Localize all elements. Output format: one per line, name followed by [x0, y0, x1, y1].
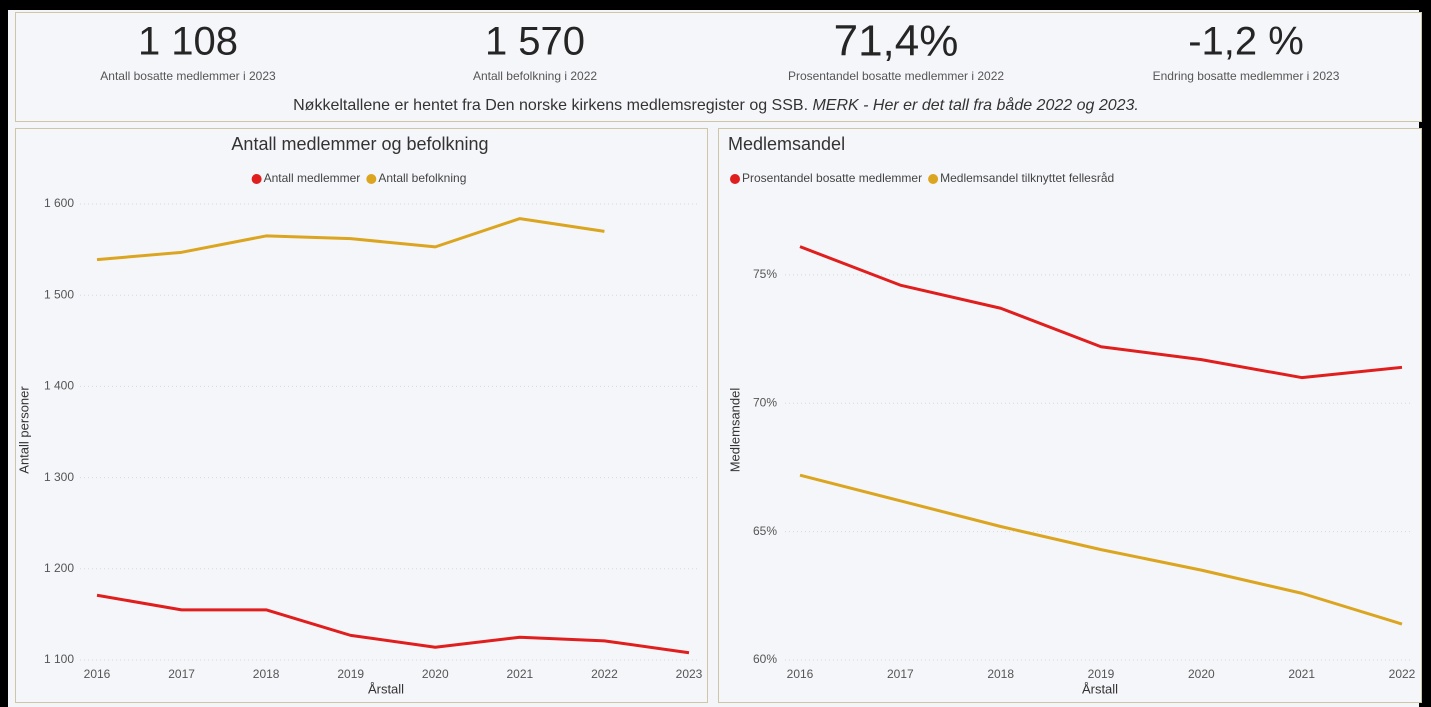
y-tick-label: 1 600 — [44, 196, 74, 210]
y-tick-label: 1 300 — [44, 470, 74, 484]
x-tick-label: 2022 — [591, 667, 618, 681]
x-tick-label: 2019 — [337, 667, 364, 681]
x-tick-label: 2021 — [507, 667, 534, 681]
x-tick-label: 2017 — [887, 667, 914, 681]
x-tick-label: 2023 — [676, 667, 703, 681]
legend-label: Prosentandel bosatte medlemmer — [742, 171, 922, 185]
x-tick-label: 2018 — [987, 667, 1014, 681]
kpi-value: 1 570 — [485, 20, 585, 64]
series-line — [799, 245, 1403, 380]
x-tick-label: 2020 — [1188, 667, 1215, 681]
y-axis-title: Antall personer — [16, 386, 31, 474]
y-tick-label: 1 500 — [44, 287, 74, 301]
legend-marker — [730, 174, 740, 184]
x-axis-title: Årstall — [368, 681, 404, 696]
x-tick-label: 2017 — [168, 667, 195, 681]
series-line — [96, 217, 605, 262]
y-tick-label: 1 200 — [44, 561, 74, 575]
x-tick-label: 2016 — [787, 667, 814, 681]
kpi-label: Antall befolkning i 2022 — [473, 69, 597, 83]
legend-label: Medlemsandel tilknyttet fellesråd — [940, 171, 1114, 185]
x-tick-label: 2018 — [253, 667, 280, 681]
y-axis-title: Medlemsandel — [727, 388, 742, 473]
chart-title: Antall medlemmer og befolkning — [231, 134, 488, 154]
kpi-label: Endring bosatte medlemmer i 2023 — [1153, 69, 1340, 83]
chart-panel — [718, 128, 1422, 703]
chart-title: Medlemsandel — [728, 134, 845, 154]
y-tick-label: 70% — [753, 395, 777, 409]
series-line — [799, 473, 1403, 626]
legend-marker — [366, 174, 377, 184]
legend-label: Antall befolkning — [378, 171, 466, 185]
series-line — [96, 593, 690, 655]
x-tick-label: 2019 — [1088, 667, 1115, 681]
y-tick-label: 75% — [753, 267, 777, 281]
y-tick-label: 60% — [753, 652, 777, 666]
note-emphasis: MERK - Her er det tall fra både 2022 og … — [812, 96, 1138, 114]
x-tick-label: 2016 — [84, 667, 111, 681]
legend-marker — [251, 174, 262, 184]
y-tick-label: 65% — [753, 524, 777, 538]
x-tick-label: 2020 — [422, 667, 449, 681]
x-axis-title: Årstall — [1082, 681, 1118, 696]
kpi-value: 1 108 — [138, 20, 238, 64]
note: Nøkkeltallene er hentet fra Den norske k… — [293, 96, 1139, 114]
chart-panel — [15, 128, 708, 703]
legend-label: Antall medlemmer — [264, 171, 361, 185]
kpi-value: -1,2 % — [1188, 20, 1304, 64]
kpi-label: Prosentandel bosatte medlemmer i 2022 — [788, 69, 1004, 83]
y-tick-label: 1 400 — [44, 379, 74, 393]
kpi-value: 71,4% — [834, 17, 959, 66]
y-tick-label: 1 100 — [44, 652, 74, 666]
note-text: Nøkkeltallene er hentet fra Den norske k… — [293, 97, 808, 114]
x-tick-label: 2021 — [1288, 667, 1315, 681]
x-tick-label: 2022 — [1389, 667, 1416, 681]
kpi-label: Antall bosatte medlemmer i 2023 — [100, 69, 276, 83]
legend-marker — [928, 174, 939, 184]
kpi-panel — [15, 12, 1422, 122]
